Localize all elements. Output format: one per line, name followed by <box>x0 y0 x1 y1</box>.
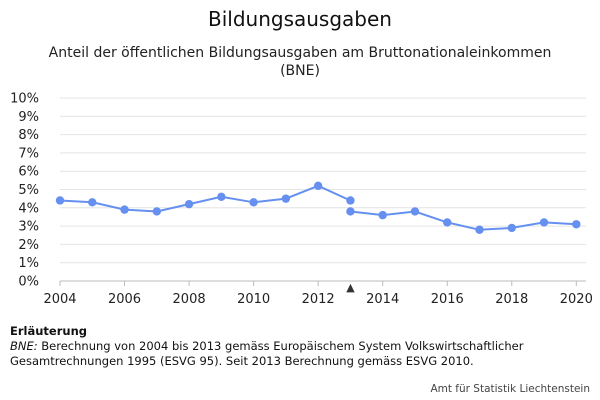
y-tick-label: 8% <box>18 128 39 143</box>
y-tick-label: 3% <box>18 220 39 235</box>
y-tick-label: 4% <box>18 201 39 216</box>
y-tick-label: 1% <box>18 256 39 271</box>
x-tick-label: 2008 <box>173 292 206 307</box>
data-point <box>507 223 516 233</box>
data-point <box>249 198 258 207</box>
subtitle-line-2: (BNE) <box>280 63 320 79</box>
y-tick-label: 9% <box>18 110 39 125</box>
data-point <box>378 210 387 220</box>
data-point <box>539 218 549 227</box>
x-tick-label: 2020 <box>560 292 593 307</box>
y-tick-label: 7% <box>18 146 39 161</box>
x-tick-label: 2010 <box>237 292 270 307</box>
data-point <box>217 192 226 202</box>
y-tick-label: 2% <box>18 238 39 253</box>
x-tick-label: 2016 <box>431 292 464 307</box>
y-tick-label: 5% <box>18 183 39 198</box>
data-point <box>313 181 323 191</box>
chart-subtitle: Anteil der öffentlichen Bildungsausgaben… <box>40 44 560 80</box>
data-point <box>346 207 355 216</box>
chart-title: Bildungsausgaben <box>208 7 392 31</box>
x-tick-label: 2006 <box>108 292 141 307</box>
data-point <box>55 196 65 205</box>
y-tick-label: 0% <box>18 275 39 290</box>
data-point <box>443 218 452 227</box>
note-heading: Erläuterung <box>10 324 87 338</box>
x-tick-label: 2012 <box>302 292 335 307</box>
line-chart: 0% 1% 2% 3% 4% 5% 6% 7% 8% 9% 10% 2004 2006 2008 2010 2… <box>10 92 593 308</box>
data-point <box>152 207 162 216</box>
source-credit: Amt für Statistik Liechtenstein <box>430 383 590 395</box>
x-tick-label: 2018 <box>495 292 528 307</box>
data-point <box>572 220 581 229</box>
note-abbreviation: BNE: <box>10 339 38 353</box>
data-point <box>88 198 97 207</box>
series-line-2 <box>350 210 577 231</box>
data-point <box>346 196 355 205</box>
data-point <box>475 225 484 234</box>
data-point <box>184 199 194 209</box>
note-text: Berechnung von 2004 bis 2013 gemäss Euro… <box>10 339 524 368</box>
y-tick-label: 10% <box>10 92 39 107</box>
x-tick-label: 2004 <box>43 292 76 307</box>
explanation-note: Erläuterung BNE: Berechnung von 2004 bis… <box>10 324 590 369</box>
x-tick-label: 2014 <box>366 292 399 307</box>
series-line-1 <box>59 184 351 213</box>
data-point <box>120 205 129 214</box>
data-point <box>281 194 291 203</box>
y-tick-label: 6% <box>18 165 39 180</box>
data-point <box>410 207 420 216</box>
method-break-marker: ▲ <box>346 281 355 294</box>
note-body: BNE: Berechnung von 2004 bis 2013 gemäss… <box>10 339 590 369</box>
subtitle-line-1: Anteil der öffentlichen Bildungsausgaben… <box>48 45 552 61</box>
